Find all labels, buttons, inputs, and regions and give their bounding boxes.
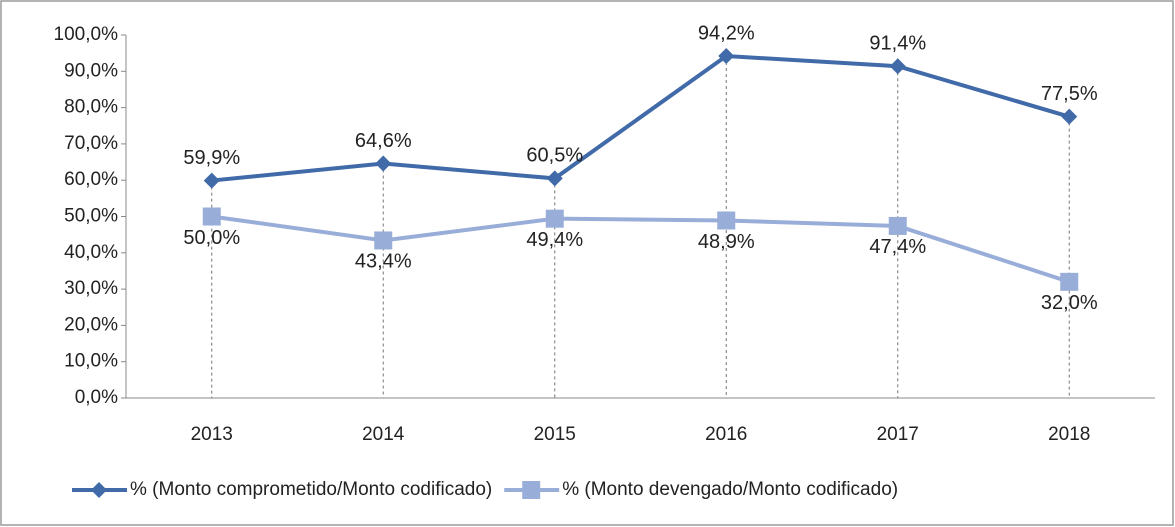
y-tick-label: 50,0%: [64, 206, 118, 227]
series-line: [211, 54, 1070, 183]
x-tick-label: 2013: [191, 424, 233, 445]
y-tick-label: 90,0%: [64, 60, 118, 81]
y-tick-label: 20,0%: [64, 314, 118, 335]
y-tick-label: 70,0%: [64, 133, 118, 154]
legend-marker: [91, 482, 107, 498]
y-tick-label: 80,0%: [64, 97, 118, 118]
point-marker: [888, 216, 907, 235]
x-tick-label: 2018: [1048, 424, 1090, 445]
data-label: 48,9%: [698, 231, 755, 253]
x-tick-label: 2014: [362, 424, 405, 445]
data-label: 47,4%: [869, 236, 926, 258]
y-tick-label: 40,0%: [64, 242, 118, 263]
point-marker: [1060, 272, 1079, 291]
point-marker: [889, 58, 906, 75]
point-marker: [546, 170, 563, 187]
series-line: [211, 214, 1070, 284]
legend-label: % (Monto devengado/Monto codificado): [562, 479, 898, 500]
data-label: 32,0%: [1041, 292, 1098, 314]
data-label: 59,9%: [183, 147, 240, 169]
y-tick-label: 100,0%: [54, 24, 119, 45]
x-tick-label: 2016: [705, 424, 747, 445]
y-tick-label: 0,0%: [75, 387, 118, 408]
data-label: 77,5%: [1041, 83, 1098, 105]
point-marker: [202, 207, 221, 226]
data-label: 91,4%: [869, 32, 926, 54]
y-tick-label: 10,0%: [64, 351, 118, 372]
point-marker: [717, 211, 736, 230]
x-tick-label: 2015: [534, 424, 576, 445]
point-marker: [203, 172, 220, 189]
legend-marker: [522, 481, 541, 499]
data-label: 94,2%: [698, 22, 755, 44]
data-label: 49,4%: [526, 229, 583, 251]
data-label: 60,5%: [526, 145, 583, 167]
y-tick-label: 60,0%: [64, 169, 118, 190]
point-marker: [374, 231, 393, 250]
y-tick-label: 30,0%: [64, 278, 118, 299]
x-tick-label: 2017: [877, 424, 919, 445]
point-marker: [375, 155, 392, 172]
point-marker: [1061, 108, 1078, 125]
legend-label: % (Monto comprometido/Monto codificado): [130, 479, 492, 500]
point-marker: [718, 48, 735, 65]
data-label: 50,0%: [183, 227, 240, 249]
data-label: 64,6%: [355, 130, 412, 152]
point-marker: [545, 209, 564, 228]
data-label: 43,4%: [355, 251, 412, 273]
